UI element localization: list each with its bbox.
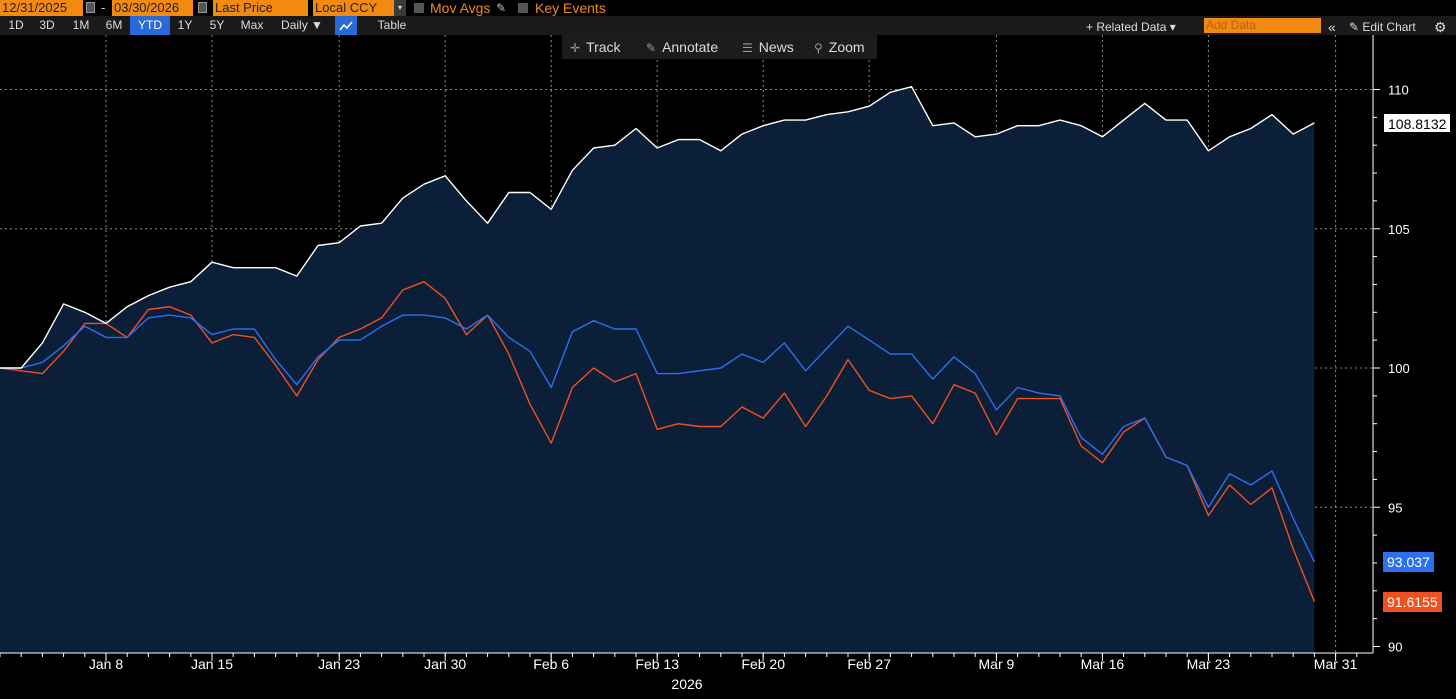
x-tick-label: Mar 16 [1081, 656, 1125, 672]
pencil-icon: ✎ [646, 41, 657, 55]
x-tick-label: Feb 6 [533, 656, 569, 672]
track-label: Track [586, 39, 621, 55]
line-chart-icon[interactable] [335, 16, 357, 35]
news-button[interactable]: ☰ News [742, 35, 794, 59]
series-lines [0, 85, 1316, 602]
range-ytd-button[interactable]: YTD [130, 16, 170, 35]
mov-avgs-checkbox[interactable] [414, 3, 424, 13]
range-1y-button[interactable]: 1Y [177, 18, 193, 32]
y-axis: 90 95 100 105 110 [1373, 83, 1410, 655]
collapse-button[interactable]: « [1328, 19, 1336, 35]
mov-avgs-label[interactable]: Mov Avgs [430, 0, 491, 16]
y-tick-label: 110 [1388, 83, 1409, 98]
series-line-1 [0, 314, 1316, 563]
x-tick-label: Feb 20 [741, 656, 785, 672]
x-tick-label: Feb 27 [847, 656, 891, 672]
table-button[interactable]: Table [377, 18, 407, 32]
date-separator: - [101, 0, 106, 15]
frequency-select[interactable]: Daily ▼ [281, 18, 323, 32]
x-tick-label: Mar 31 [1314, 656, 1358, 672]
gear-icon[interactable]: ⚙ [1434, 19, 1447, 35]
x-tick-label: Feb 13 [635, 656, 679, 672]
last-value-tag: 91.6155 [1383, 591, 1442, 612]
y-tick-label: 95 [1388, 500, 1402, 515]
x-tick-label: Mar 23 [1187, 656, 1231, 672]
series-line-0 [0, 85, 1315, 369]
calendar-icon[interactable] [198, 2, 207, 13]
chart-toolbar: ✛ Track ✎ Annotate ☰ News ⚲ Zoom [562, 35, 877, 59]
y-tick-label: 90 [1388, 640, 1402, 655]
series-line-2 [0, 281, 1316, 602]
x-tick-label: Jan 30 [424, 656, 466, 672]
range-6m-button[interactable]: 6M [105, 18, 123, 32]
price-field-select[interactable]: Last Price [213, 0, 308, 16]
key-events-label[interactable]: Key Events [535, 0, 606, 16]
y-tick-label: 100 [1388, 361, 1410, 376]
year-label: 2026 [671, 676, 702, 692]
last-value-tag: 93.037 [1383, 551, 1434, 572]
track-button[interactable]: ✛ Track [570, 35, 621, 59]
x-tick-label: Jan 8 [89, 656, 123, 672]
end-date-field[interactable]: 03/30/2026 [112, 0, 193, 16]
news-label: News [758, 39, 794, 55]
last-value-tag: 108.8132 [1383, 112, 1452, 133]
range-5y-button[interactable]: 5Y [209, 18, 225, 32]
zoom-label: Zoom [828, 39, 865, 55]
pencil-icon[interactable]: ✎ [496, 1, 507, 15]
currency-select[interactable]: Local CCY [313, 0, 395, 16]
calendar-icon[interactable] [86, 2, 95, 13]
related-data-button[interactable]: + Related Data ▾ [1086, 20, 1176, 34]
chevron-down-icon[interactable]: ▾ [394, 0, 406, 16]
x-tick-label: Jan 15 [191, 656, 233, 672]
range-3d-button[interactable]: 3D [39, 18, 55, 32]
range-max-button[interactable]: Max [240, 18, 264, 32]
header-bar: 12/31/2025 - 03/30/2026 Last Price Local… [0, 0, 1456, 16]
range-1d-button[interactable]: 1D [8, 18, 24, 32]
range-1m-button[interactable]: 1M [72, 18, 90, 32]
crosshair-icon: ✛ [570, 41, 581, 55]
start-date-field[interactable]: 12/31/2025 [0, 0, 83, 16]
key-events-checkbox[interactable] [518, 3, 528, 13]
add-data-input[interactable]: Add Data [1204, 18, 1321, 33]
x-axis: Jan 8 Jan 15 Jan 23 Jan 30 Feb 6 Feb 13 Feb 20… [0, 653, 1358, 672]
range-bar: 1D 3D 1M 6M YTD 1Y 5Y Max Daily ▼ Table [0, 16, 1456, 35]
annotate-button[interactable]: ✎ Annotate [646, 35, 718, 59]
y-tick-label: 105 [1388, 222, 1410, 237]
zoom-button[interactable]: ⚲ Zoom [814, 35, 865, 59]
area-fill [0, 86, 1315, 653]
news-icon: ☰ [742, 41, 753, 55]
annotate-label: Annotate [662, 39, 719, 55]
x-tick-label: Jan 23 [318, 656, 360, 672]
edit-chart-button[interactable]: ✎ Edit Chart [1349, 20, 1416, 34]
magnifier-icon: ⚲ [814, 41, 823, 55]
x-tick-label: Mar 9 [979, 656, 1015, 672]
